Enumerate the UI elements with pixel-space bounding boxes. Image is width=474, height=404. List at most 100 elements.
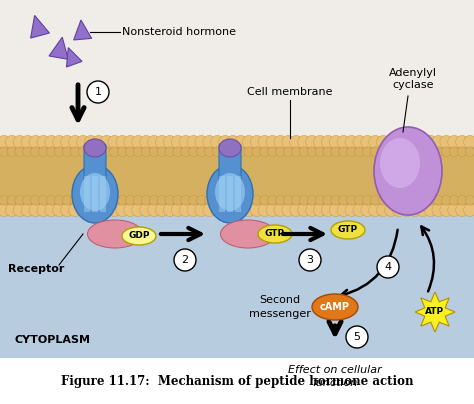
Circle shape [416,204,429,217]
Bar [219,176,225,212]
Bar [84,176,90,212]
Circle shape [377,204,390,217]
Circle shape [87,81,109,103]
Ellipse shape [312,294,358,320]
Circle shape [171,204,184,217]
Circle shape [242,204,255,217]
Circle shape [434,147,443,157]
Circle shape [78,196,88,205]
Circle shape [355,196,365,205]
Circle shape [220,196,230,205]
Circle shape [408,204,421,217]
Circle shape [13,135,26,148]
Circle shape [410,147,419,157]
Circle shape [456,204,469,217]
Circle shape [46,147,56,157]
Ellipse shape [380,138,420,188]
Circle shape [274,204,287,217]
Circle shape [195,135,208,148]
Bar [0,140,474,212]
Text: 4: 4 [384,262,392,272]
Text: ATP: ATP [426,307,445,316]
Ellipse shape [219,139,241,157]
Circle shape [21,204,34,217]
Polygon shape [415,292,455,332]
Circle shape [133,196,143,205]
Circle shape [78,147,88,157]
Circle shape [331,147,341,157]
Text: Figure 11.17:  Mechanism of peptide hormone action: Figure 11.17: Mechanism of peptide hormo… [61,375,413,389]
Circle shape [0,196,9,205]
Circle shape [187,204,200,217]
Bar [100,176,106,212]
Circle shape [92,204,105,217]
Circle shape [181,147,191,157]
Text: Nonsteroid hormone: Nonsteroid hormone [122,27,236,37]
Circle shape [244,147,254,157]
Circle shape [147,135,161,148]
Circle shape [275,196,285,205]
Circle shape [394,196,404,205]
Circle shape [31,147,40,157]
Circle shape [155,204,168,217]
Text: 2: 2 [182,255,189,265]
Circle shape [252,196,262,205]
Ellipse shape [207,165,253,223]
Circle shape [212,196,222,205]
Circle shape [456,135,469,148]
Circle shape [465,147,474,157]
Circle shape [228,147,238,157]
Circle shape [197,147,206,157]
Bar [92,176,98,212]
Circle shape [363,196,372,205]
Bar [0,212,474,358]
Circle shape [307,147,317,157]
Circle shape [227,204,239,217]
Circle shape [70,196,80,205]
Circle shape [250,204,263,217]
Circle shape [292,147,301,157]
Circle shape [440,204,453,217]
Circle shape [124,135,137,148]
Text: Cell membrane: Cell membrane [247,87,333,97]
Bar [0,358,474,404]
Circle shape [124,204,137,217]
Circle shape [266,135,279,148]
Circle shape [386,196,396,205]
Circle shape [321,135,334,148]
Circle shape [384,204,398,217]
Polygon shape [66,48,82,67]
Circle shape [165,147,175,157]
Circle shape [370,147,380,157]
Text: Receptor: Receptor [8,264,64,274]
Circle shape [76,204,90,217]
Circle shape [69,204,82,217]
Circle shape [441,196,451,205]
Circle shape [306,135,319,148]
Circle shape [377,256,399,278]
Circle shape [211,135,224,148]
Circle shape [386,147,396,157]
Circle shape [37,204,50,217]
Circle shape [84,204,97,217]
Circle shape [355,147,365,157]
Circle shape [84,135,97,148]
Circle shape [187,135,200,148]
Circle shape [195,204,208,217]
Circle shape [337,204,350,217]
Circle shape [377,135,390,148]
Circle shape [61,204,73,217]
Circle shape [92,135,105,148]
Circle shape [353,204,366,217]
FancyBboxPatch shape [219,144,241,196]
Text: 1: 1 [94,87,101,97]
Circle shape [5,135,18,148]
Circle shape [331,196,341,205]
Circle shape [141,196,151,205]
Circle shape [21,135,34,148]
Circle shape [126,196,135,205]
Circle shape [7,147,17,157]
Bar [0,0,474,140]
Circle shape [306,204,319,217]
Circle shape [157,147,167,157]
